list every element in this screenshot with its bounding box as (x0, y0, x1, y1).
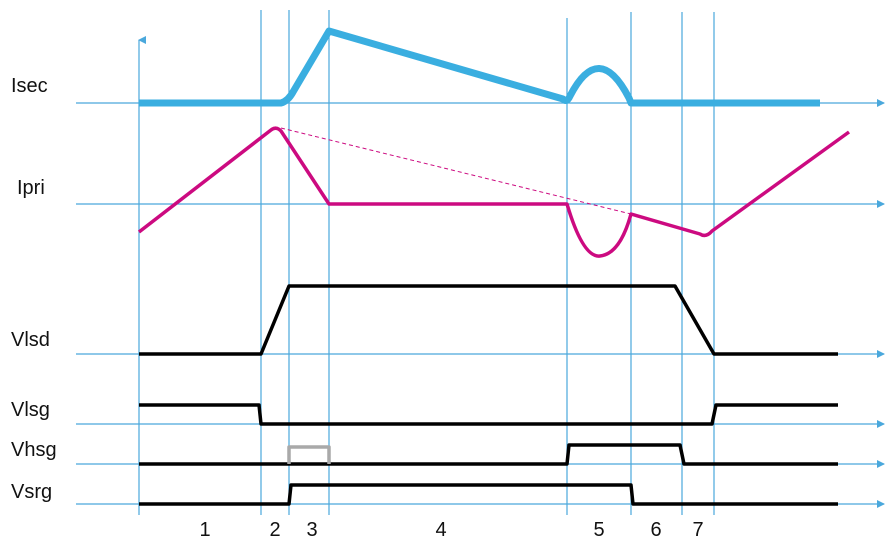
signal-baselines (76, 99, 885, 508)
phase-label: 6 (650, 519, 661, 541)
signal-label-ipri: Ipri (17, 177, 45, 199)
phase-label: 7 (692, 519, 703, 541)
vlsg-waveform (139, 403, 838, 426)
vsrg-waveform (139, 483, 838, 506)
ipri-waveform (137, 126, 851, 258)
isec-waveform (139, 27, 820, 107)
vhsg-waveform (139, 443, 838, 466)
phase-label: 1 (199, 519, 210, 541)
vlsd-waveform (139, 284, 838, 356)
phase-label: 2 (269, 519, 280, 541)
phase-labels: 1 2 3 4 5 6 7 (199, 519, 703, 541)
phase-label: 4 (435, 519, 446, 541)
signal-label-isec: Isec (11, 75, 48, 97)
signal-label-vlsg: Vlsg (11, 399, 50, 421)
signal-label-vsrg: Vsrg (11, 481, 52, 503)
phase-label: 5 (593, 519, 604, 541)
signal-label-vlsd: Vlsd (11, 329, 50, 351)
signal-label-vhsg: Vhsg (11, 439, 57, 461)
phase-label: 3 (306, 519, 317, 541)
vhsg-gray-pulse (287, 445, 331, 464)
ipri-dashed-extrapolation (280, 127, 632, 215)
phase-boundaries (260, 10, 715, 515)
